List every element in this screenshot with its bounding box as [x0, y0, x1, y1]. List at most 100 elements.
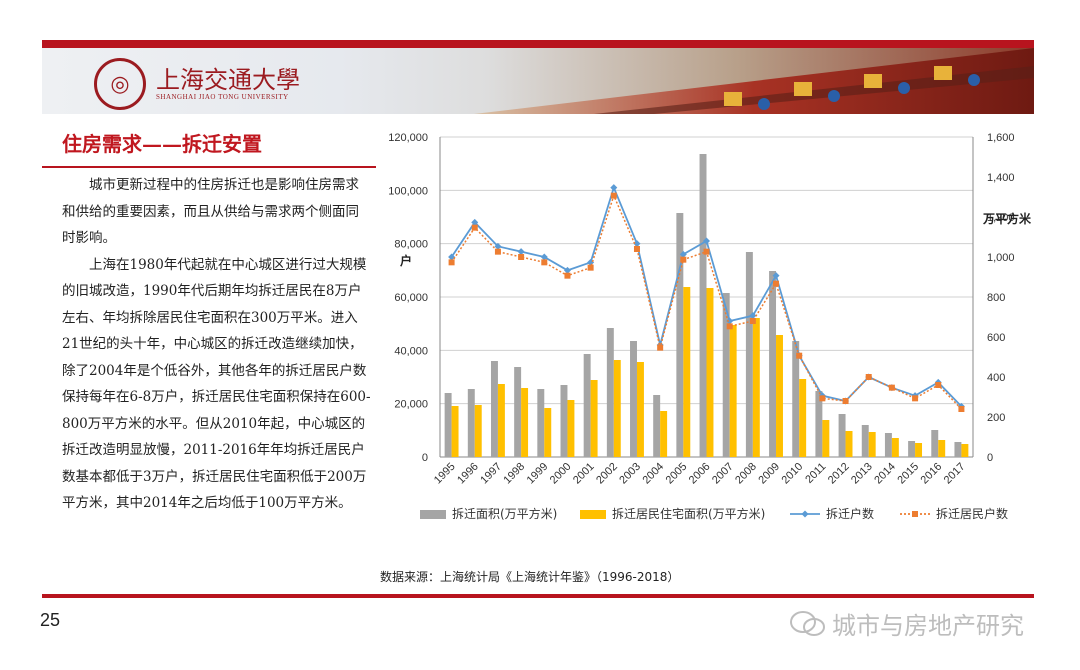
bar-demolition-area	[537, 389, 545, 457]
bar-demolition-area	[699, 154, 707, 457]
right-tick-label: 1,000	[987, 252, 1015, 264]
x-tick-label: 2015	[895, 461, 921, 487]
bar-demolition-area	[560, 385, 568, 457]
resident-households-point	[819, 395, 826, 402]
x-tick-label: 2005	[664, 461, 690, 487]
bar-demolition-area	[676, 213, 684, 457]
bar-demolition-area	[653, 395, 661, 457]
bar-residential-area	[521, 388, 529, 457]
x-tick-label: 2007	[710, 461, 736, 487]
resident-households-point	[471, 224, 478, 231]
households-point	[540, 253, 548, 261]
right-tick-label: 200	[987, 412, 1005, 424]
right-tick-label: 1,400	[987, 172, 1015, 184]
bar-residential-area	[729, 325, 737, 457]
households-point	[703, 237, 710, 245]
bar-demolition-area	[931, 430, 939, 457]
wechat-icon	[790, 610, 825, 636]
bar-residential-area	[613, 360, 621, 457]
right-tick-label: 800	[987, 292, 1005, 304]
x-tick-label: 2012	[826, 461, 852, 487]
x-tick-label: 2006	[687, 461, 713, 487]
legend-label: 拆迁居民户数	[936, 506, 1008, 521]
resident-households-point	[935, 382, 942, 388]
header-red-strip	[42, 40, 1034, 48]
bar-demolition-area	[722, 293, 730, 457]
right-tick-label: 1,200	[987, 212, 1015, 224]
watermark-text: 城市与房地产研究	[832, 612, 1024, 640]
bar-residential-area	[567, 400, 575, 457]
x-tick-label: 1996	[455, 461, 481, 487]
households-point	[679, 250, 687, 258]
x-tick-label: 2016	[919, 461, 945, 487]
bar-residential-area	[752, 318, 760, 457]
x-tick-label: 2010	[780, 461, 806, 487]
bar-demolition-area	[908, 441, 916, 457]
legend-label: 拆迁户数	[826, 506, 874, 521]
bar-residential-area	[961, 444, 969, 457]
bar-demolition-area	[815, 391, 823, 457]
legend-marker	[912, 511, 918, 517]
section-title: 住房需求——拆迁安置	[62, 132, 262, 156]
bar-residential-area	[590, 380, 598, 457]
university-name-en: SHANGHAI JIAO TONG UNIVERSITY	[156, 93, 289, 101]
left-tick-label: 80,000	[394, 239, 428, 251]
households-point	[772, 272, 780, 280]
right-axis-title: 万平方米	[982, 211, 1032, 226]
bar-demolition-area	[954, 442, 962, 457]
bar-demolition-area	[606, 328, 614, 457]
resident-households-point	[703, 248, 710, 255]
x-tick-label: 2013	[849, 461, 875, 487]
resident-households-point	[610, 192, 617, 199]
resident-households-point	[587, 264, 594, 271]
body-text: 城市更新过程中的住房拆迁也是影响住房需求和供给的重要因素，而且从供给与需求两个侧…	[62, 172, 372, 517]
bar-demolition-area	[861, 425, 869, 457]
bar-demolition-area	[490, 361, 498, 457]
bar-demolition-area	[583, 354, 591, 457]
resident-households-point	[842, 398, 849, 404]
x-tick-label: 1995	[432, 461, 458, 487]
resident-households-point	[657, 344, 664, 351]
x-tick-label: 2002	[594, 461, 620, 487]
left-tick-label: 60,000	[394, 292, 428, 304]
bar-demolition-area	[467, 389, 475, 457]
bar-residential-area	[776, 335, 783, 457]
x-tick-label: 2009	[756, 461, 782, 487]
households-point	[610, 184, 618, 192]
bar-residential-area	[660, 411, 668, 457]
roof-eaves-image	[474, 48, 1034, 114]
legend-label: 拆迁面积(万平方米)	[452, 506, 557, 521]
header-banner: ◎ 上海交通大學 SHANGHAI JIAO TONG UNIVERSITY	[42, 40, 1034, 114]
source-note: 数据来源：上海统计局《上海统计年鉴》（1996-2018）	[380, 570, 680, 584]
bar-residential-area	[868, 432, 876, 457]
resident-households-point	[494, 248, 501, 255]
resident-households-point	[518, 254, 525, 260]
resident-households-point	[564, 272, 571, 279]
bar-residential-area	[544, 408, 552, 457]
watermark: 城市与房地产研究	[790, 606, 1024, 641]
bar-demolition-area	[792, 341, 800, 457]
resident-households-point	[749, 318, 756, 324]
resident-households-point	[448, 259, 455, 266]
legend-swatch	[420, 510, 446, 519]
bar-residential-area	[706, 288, 714, 457]
bar-residential-area	[497, 384, 505, 457]
legend-marker	[801, 510, 809, 518]
x-tick-label: 2003	[617, 461, 643, 487]
x-tick-label: 2004	[640, 461, 666, 487]
legend-swatch	[580, 510, 606, 519]
resident-households-point	[773, 280, 780, 287]
x-tick-label: 2014	[872, 461, 898, 487]
bar-demolition-area	[838, 414, 846, 457]
bar-residential-area	[938, 440, 946, 457]
paragraph-1: 城市更新过程中的住房拆迁也是影响住房需求和供给的重要因素，而且从供给与需求两个侧…	[62, 177, 359, 246]
resident-households-point	[680, 256, 687, 263]
bar-demolition-area	[630, 341, 637, 457]
bar-residential-area	[451, 406, 459, 457]
x-tick-label: 1997	[478, 461, 504, 487]
resident-households-point	[865, 374, 872, 380]
resident-households-point	[888, 384, 895, 391]
bar-residential-area	[822, 420, 830, 457]
households-point	[517, 248, 525, 256]
x-tick-label: 2008	[733, 461, 759, 487]
